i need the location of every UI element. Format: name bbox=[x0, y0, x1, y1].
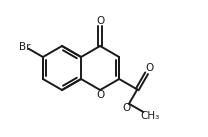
Text: O: O bbox=[96, 16, 104, 26]
Text: Br: Br bbox=[19, 42, 31, 52]
Text: O: O bbox=[145, 63, 154, 73]
Text: O: O bbox=[96, 91, 104, 101]
Text: O: O bbox=[122, 103, 131, 113]
Text: CH₃: CH₃ bbox=[141, 111, 160, 121]
